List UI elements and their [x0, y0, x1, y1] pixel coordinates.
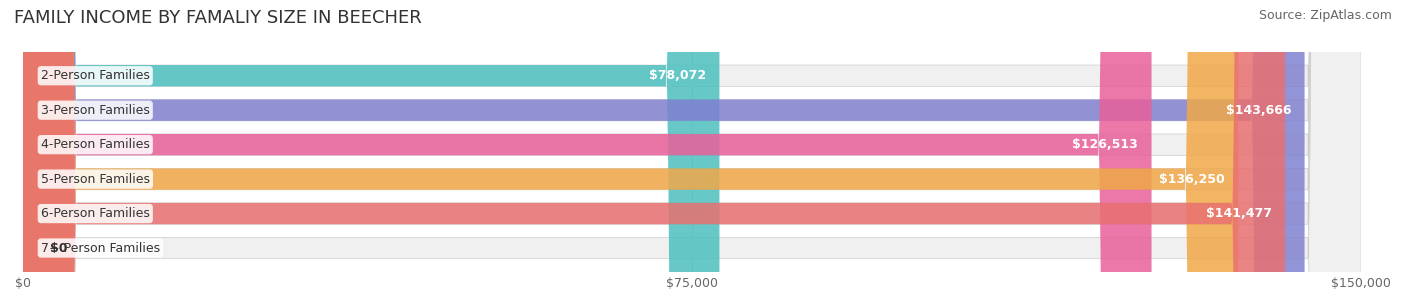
- Text: 3-Person Families: 3-Person Families: [41, 104, 149, 117]
- Text: 4-Person Families: 4-Person Families: [41, 138, 149, 151]
- Text: $136,250: $136,250: [1160, 173, 1225, 186]
- FancyBboxPatch shape: [22, 0, 720, 305]
- Text: 7+ Person Families: 7+ Person Families: [41, 242, 160, 254]
- Text: Source: ZipAtlas.com: Source: ZipAtlas.com: [1258, 9, 1392, 22]
- Text: $143,666: $143,666: [1226, 104, 1291, 117]
- Text: 6-Person Families: 6-Person Families: [41, 207, 149, 220]
- FancyBboxPatch shape: [22, 0, 1361, 305]
- FancyBboxPatch shape: [22, 0, 1361, 305]
- FancyBboxPatch shape: [22, 0, 1361, 305]
- Text: $126,513: $126,513: [1073, 138, 1139, 151]
- FancyBboxPatch shape: [22, 0, 1361, 305]
- Text: $141,477: $141,477: [1206, 207, 1271, 220]
- FancyBboxPatch shape: [22, 0, 1152, 305]
- Text: $0: $0: [49, 242, 67, 254]
- FancyBboxPatch shape: [22, 0, 1361, 305]
- Text: FAMILY INCOME BY FAMALIY SIZE IN BEECHER: FAMILY INCOME BY FAMALIY SIZE IN BEECHER: [14, 9, 422, 27]
- Text: $78,072: $78,072: [650, 69, 706, 82]
- FancyBboxPatch shape: [22, 0, 1285, 305]
- FancyBboxPatch shape: [22, 0, 1305, 305]
- Text: 2-Person Families: 2-Person Families: [41, 69, 149, 82]
- FancyBboxPatch shape: [22, 0, 1361, 305]
- FancyBboxPatch shape: [22, 0, 1239, 305]
- Text: 5-Person Families: 5-Person Families: [41, 173, 150, 186]
